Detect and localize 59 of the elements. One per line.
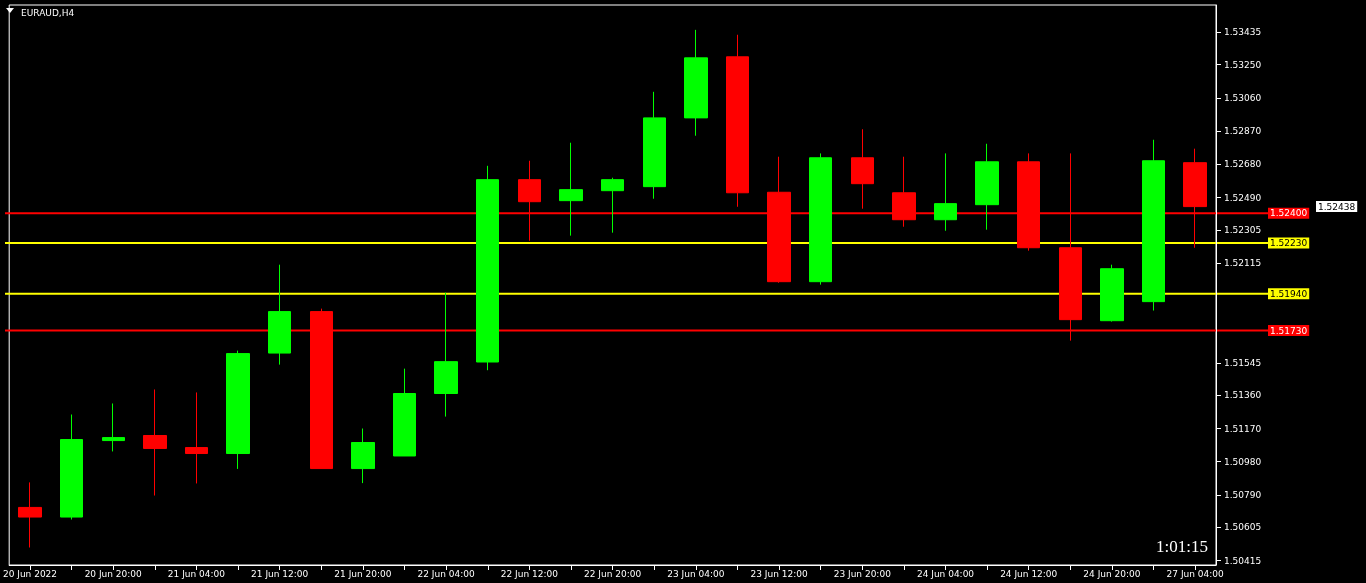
y-tick-label: 1.52305 [1224,224,1262,235]
ref-line-label: 1.51940 [1270,288,1308,299]
x-tick-label: 24 Jun 12:00 [1000,568,1058,579]
x-tick-label: 21 Jun 04:00 [167,568,226,579]
ref-line-label: 1.52230 [1270,238,1308,248]
x-tick-label: 21 Jun 20:00 [334,568,392,579]
chart-title: EURAUD,H4 [21,7,75,18]
x-tick-label: 22 Jun 04:00 [417,568,475,579]
candlestick [975,143,999,231]
candlestick [226,350,250,470]
candlestick [559,142,583,237]
y-tick-label: 1.53060 [1224,92,1262,103]
candlestick [1100,264,1124,323]
candlestick [268,264,291,366]
y-tick-label: 1.51360 [1224,390,1262,401]
annotation: 1:01:15 [1156,537,1209,556]
x-tick-label: 24 Jun 20:00 [1083,568,1141,579]
x-tick-label: 27 Jun 04:00 [1166,568,1225,579]
x-tick-label: 24 Jun 04:00 [916,568,975,579]
candlestick [684,29,708,137]
y-tick-label: 1.52115 [1224,258,1262,269]
y-tick-label: 1.52680 [1224,159,1262,170]
y-tick-label: 1.50415 [1224,555,1262,566]
y-tick-label: 1.52490 [1224,192,1262,203]
candlestick [60,414,83,520]
candlestick [393,368,416,457]
candlestick [601,177,624,234]
candlestick [851,128,874,210]
y-tick-label: 1.50605 [1224,522,1262,533]
x-tick-label: 22 Jun 20:00 [584,568,642,579]
y-tick-label: 1.51170 [1224,423,1262,434]
x-tick-label: 20 Jun 20:00 [84,568,143,579]
x-tick-label: 21 Jun 12:00 [251,568,309,579]
y-tick-label: 1.50980 [1224,456,1262,467]
y-tick-label: 1.50790 [1224,490,1262,500]
y-tick-label: 1.52870 [1224,126,1262,136]
y-tick-label: 1.53250 [1224,59,1262,70]
x-tick-label: 23 Jun 04:00 [667,568,725,579]
candlestick [643,91,666,200]
candlestick [185,391,208,484]
candlestick [102,402,125,452]
candlestick [143,388,167,497]
ref-line-label: 1.51730 [1270,325,1308,336]
x-tick-label: 20 Jun 2022 [2,568,58,579]
text: 1.52438 [1318,201,1356,212]
candlestick [476,165,499,371]
candlestick [434,292,458,418]
x-tick-label: 22 Jun 12:00 [500,568,559,579]
candlestick [351,428,375,484]
y-tick-label: 1.53435 [1224,27,1262,38]
x-tick-label: 23 Jun 20:00 [833,568,892,579]
candlestick [726,34,749,208]
ref-line-label: 1.52400 [1270,208,1308,219]
candlestick [1142,139,1165,312]
candlestick [809,152,832,286]
candlestick [934,152,957,232]
y-tick-label: 1.51545 [1224,357,1262,368]
x-tick-label: 23 Jun 12:00 [750,568,808,579]
candlestick [18,481,42,548]
